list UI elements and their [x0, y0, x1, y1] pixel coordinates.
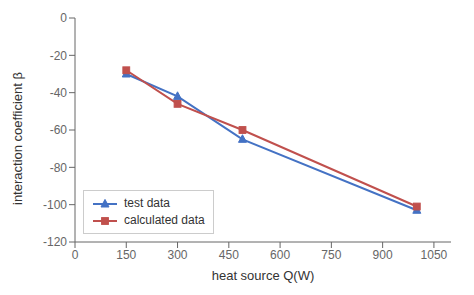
svg-text:heat source Q(W): heat source Q(W) [212, 268, 315, 283]
svg-text:450: 450 [219, 248, 239, 262]
svg-text:600: 600 [270, 248, 290, 262]
svg-text:-20: -20 [50, 49, 68, 63]
svg-text:0: 0 [72, 248, 79, 262]
svg-text:-120: -120 [43, 235, 67, 249]
svg-text:900: 900 [373, 248, 393, 262]
html-text:calculated data: calculated data [124, 213, 205, 227]
svg-text:-100: -100 [43, 198, 67, 212]
svg-text:1050: 1050 [421, 248, 448, 262]
svg-text:interaction coefficient β: interaction coefficient β [10, 72, 25, 205]
svg-text:-60: -60 [50, 123, 68, 137]
svg-text:300: 300 [168, 248, 188, 262]
svg-text:0: 0 [60, 11, 67, 25]
svg-text:-40: -40 [50, 86, 68, 100]
svg-text:-80: -80 [50, 161, 68, 175]
svg-text:750: 750 [321, 248, 341, 262]
html-text:test data: test data [124, 196, 170, 210]
svg-text:150: 150 [116, 248, 136, 262]
